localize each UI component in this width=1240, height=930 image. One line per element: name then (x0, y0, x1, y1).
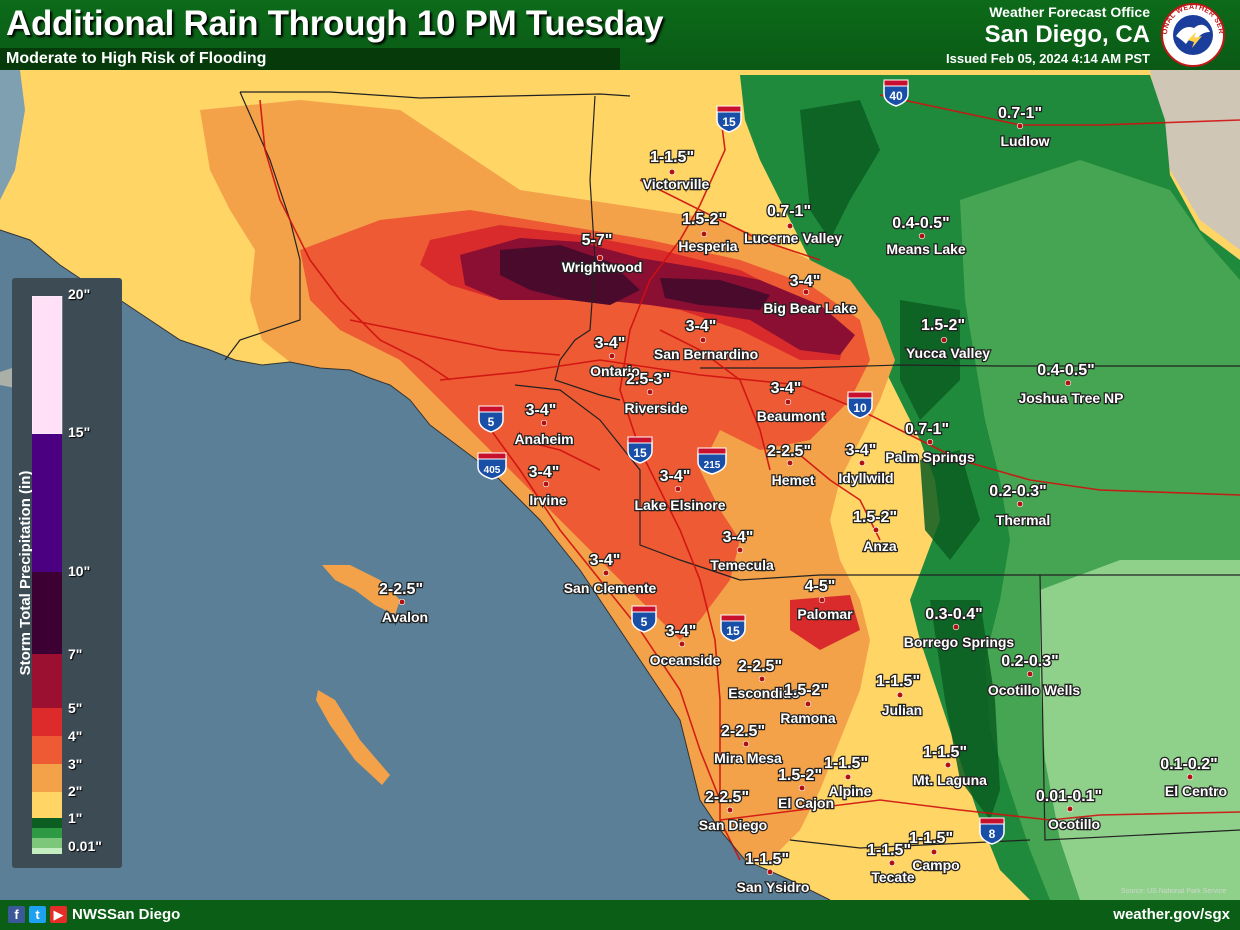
legend-tick: 7" (68, 646, 83, 662)
office-label: Weather Forecast Office (989, 4, 1150, 20)
desert-terrain (1150, 70, 1240, 250)
legend-tick: 0.01" (68, 838, 102, 854)
interstate-number: 215 (704, 460, 721, 471)
interstate-shield: 15 (716, 105, 742, 133)
precipitation-map: 40 15 10 5 215 15 405 5 15 8 (0, 70, 1240, 900)
interstate-shield: 40 (883, 79, 909, 107)
office-name: San Diego, CA (984, 21, 1150, 48)
legend-tick: 15" (68, 424, 91, 440)
legend-tick: 3" (68, 756, 83, 772)
interstate-number: 10 (853, 401, 867, 415)
catalina-island (322, 565, 400, 615)
interstate-number: 15 (633, 446, 647, 460)
interstate-number: 8 (989, 827, 996, 841)
interstate-number: 405 (484, 465, 501, 476)
legend-tick: 5" (68, 700, 83, 716)
interstate-shield: 215 (697, 447, 727, 475)
county-lines (224, 91, 1240, 849)
interstate-number: 15 (722, 115, 736, 129)
interstate-shield: 15 (720, 614, 746, 642)
header-bar: Additional Rain Through 10 PM Tuesday Mo… (0, 0, 1240, 70)
issued-timestamp: Issued Feb 05, 2024 4:14 AM PST (946, 51, 1150, 66)
interstate-shield: 5 (478, 405, 504, 433)
coastline (0, 229, 831, 900)
legend-tick: 20" (68, 286, 91, 302)
source-note: Source: US National Park Service (1120, 888, 1226, 895)
nws-logo: NATIONAL WEATHER SERVICE (1158, 2, 1226, 67)
dark-green-bands (800, 100, 1000, 820)
interstate-shield: 8 (979, 817, 1005, 845)
san-clemente-island (316, 690, 390, 785)
footer-bar: f t ▶ NWSSan Diego weather.gov/sgx (0, 900, 1240, 930)
interstate-number: 40 (889, 89, 903, 103)
interstate-shield: 405 (477, 452, 507, 480)
interstate-shield: 10 (847, 391, 873, 419)
page-subtitle: Moderate to High Risk of Flooding (6, 50, 267, 67)
social-handle[interactable]: NWSSan Diego (72, 906, 181, 923)
interstate-number: 15 (726, 624, 740, 638)
facebook-icon[interactable]: f (8, 906, 25, 923)
legend-tick: 2" (68, 783, 83, 799)
youtube-icon[interactable]: ▶ (50, 906, 67, 923)
subtitle-bar: Moderate to High Risk of Flooding (0, 48, 620, 70)
interstate-number: 5 (488, 415, 495, 429)
twitter-icon[interactable]: t (29, 906, 46, 923)
page-title: Additional Rain Through 10 PM Tuesday (6, 4, 664, 43)
desert-light-green-zone (1040, 560, 1240, 900)
legend-colorbar (32, 296, 63, 854)
precip-zone-4-5in (420, 225, 860, 650)
legend-tick: 10" (68, 563, 91, 579)
precipitation-legend: Storm Total Precipitation (in) 20" 15" 1… (12, 278, 122, 868)
interstate-shield: 5 (631, 605, 657, 633)
website-link[interactable]: weather.gov/sgx (1113, 906, 1230, 923)
legend-tick: 1" (68, 810, 83, 826)
northwest-terrain (0, 70, 25, 200)
interstate-number: 5 (641, 615, 648, 629)
interstate-shield: 15 (627, 436, 653, 464)
precip-zone-7-10in (500, 245, 770, 310)
legend-tick: 4" (68, 728, 83, 744)
